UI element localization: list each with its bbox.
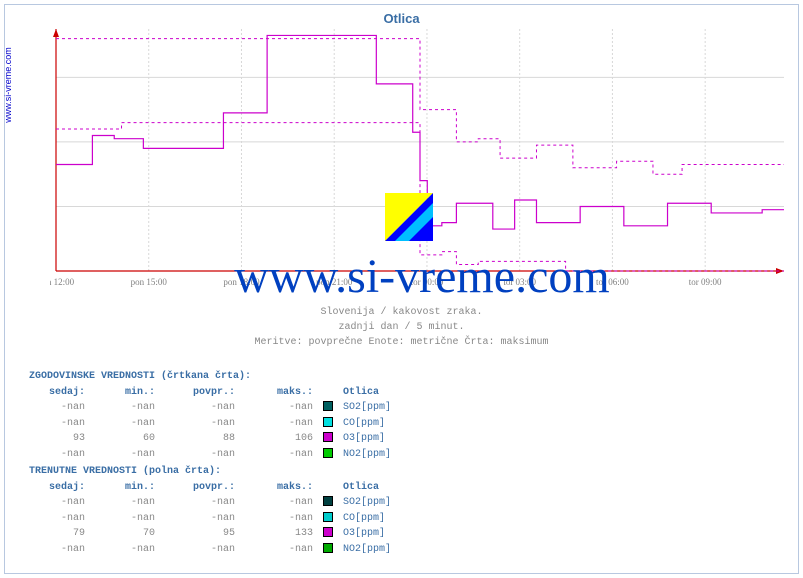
- col-header: maks.:: [239, 480, 317, 496]
- val-povpr: -nan: [159, 542, 239, 558]
- val-min: -nan: [89, 447, 159, 463]
- val-povpr: -nan: [159, 511, 239, 527]
- legend-block: ZGODOVINSKE VREDNOSTI (črtkana črta): se…: [29, 369, 395, 557]
- chart-plot-area: 60 80 100 120 pon 12:00 pon 15:00 pon 18:00 pon…: [50, 29, 792, 289]
- val-sedaj: 79: [29, 526, 89, 542]
- val-sedaj: -nan: [29, 542, 89, 558]
- val-sedaj: -nan: [29, 400, 89, 416]
- site-link-vertical[interactable]: www.si-vreme.com: [3, 25, 13, 145]
- col-header: povpr.:: [159, 385, 239, 401]
- series-swatch-icon: [323, 448, 333, 458]
- legend-row: 797095133 O3[ppm]: [29, 526, 395, 542]
- svg-text:pon 12:00: pon 12:00: [50, 277, 75, 287]
- legend-row: -nan-nan-nan-nanNO2[ppm]: [29, 447, 395, 463]
- val-min: -nan: [89, 400, 159, 416]
- col-header: min.:: [89, 385, 159, 401]
- col-header: Otlica: [339, 385, 395, 401]
- caption-line: zadnji dan / 5 minut.: [5, 320, 798, 335]
- svg-text:pon 18:00: pon 18:00: [223, 277, 260, 287]
- legend-hist-table: sedaj: min.: povpr.: maks.: Otlica -nan-…: [29, 385, 395, 463]
- val-maks: -nan: [239, 511, 317, 527]
- col-header: sedaj:: [29, 480, 89, 496]
- val-sedaj: -nan: [29, 511, 89, 527]
- chart-caption: Slovenija / kakovost zraka. zadnji dan /…: [5, 305, 798, 350]
- series-name: NO2[ppm]: [339, 542, 395, 558]
- col-header: sedaj:: [29, 385, 89, 401]
- legend-row: -nan-nan-nan-nanSO2[ppm]: [29, 400, 395, 416]
- svg-text:60: 60: [50, 266, 51, 276]
- val-maks: -nan: [239, 447, 317, 463]
- legend-row: -nan-nan-nan-nanCO[ppm]: [29, 416, 395, 432]
- series-name: SO2[ppm]: [339, 495, 395, 511]
- series-name: NO2[ppm]: [339, 447, 395, 463]
- series-swatch-icon: [323, 401, 333, 411]
- val-maks: -nan: [239, 495, 317, 511]
- series-swatch-icon: [323, 496, 333, 506]
- caption-line: Meritve: povprečne Enote: metrične Črta:…: [5, 335, 798, 350]
- val-maks: 133: [239, 526, 317, 542]
- chart-title: Otlica: [5, 11, 798, 26]
- series-swatch-icon: [323, 527, 333, 537]
- val-sedaj: -nan: [29, 416, 89, 432]
- val-sedaj: -nan: [29, 447, 89, 463]
- col-header: povpr.:: [159, 480, 239, 496]
- svg-text:tor 09:00: tor 09:00: [689, 277, 722, 287]
- svg-text:tor 03:00: tor 03:00: [503, 277, 536, 287]
- val-min: 60: [89, 431, 159, 447]
- val-sedaj: 93: [29, 431, 89, 447]
- val-min: -nan: [89, 495, 159, 511]
- legend-hist-title: ZGODOVINSKE VREDNOSTI (črtkana črta):: [29, 369, 395, 385]
- svg-text:pon 15:00: pon 15:00: [131, 277, 168, 287]
- svg-text:pon 21:00: pon 21:00: [316, 277, 353, 287]
- series-name: CO[ppm]: [339, 511, 395, 527]
- caption-line: Slovenija / kakovost zraka.: [5, 305, 798, 320]
- val-maks: -nan: [239, 416, 317, 432]
- val-maks: 106: [239, 431, 317, 447]
- val-maks: -nan: [239, 400, 317, 416]
- svg-text:tor 06:00: tor 06:00: [596, 277, 629, 287]
- val-povpr: 95: [159, 526, 239, 542]
- val-sedaj: -nan: [29, 495, 89, 511]
- col-header: maks.:: [239, 385, 317, 401]
- series-name: O3[ppm]: [339, 431, 395, 447]
- col-header: Otlica: [339, 480, 395, 496]
- val-min: 70: [89, 526, 159, 542]
- val-min: -nan: [89, 416, 159, 432]
- series-name: SO2[ppm]: [339, 400, 395, 416]
- legend-curr-title: TRENUTNE VREDNOSTI (polna črta):: [29, 464, 395, 480]
- legend-row: -nan-nan-nan-nanCO[ppm]: [29, 511, 395, 527]
- series-swatch-icon: [323, 432, 333, 442]
- svg-text:120: 120: [50, 72, 51, 82]
- series-name: CO[ppm]: [339, 416, 395, 432]
- val-povpr: -nan: [159, 400, 239, 416]
- val-min: -nan: [89, 542, 159, 558]
- legend-curr-table: sedaj: min.: povpr.: maks.: Otlica -nan-…: [29, 480, 395, 558]
- svg-text:tor 00:00: tor 00:00: [411, 277, 444, 287]
- val-povpr: -nan: [159, 447, 239, 463]
- series-swatch-icon: [323, 543, 333, 553]
- svg-text:100: 100: [50, 137, 51, 147]
- series-swatch-icon: [323, 512, 333, 522]
- val-povpr: 88: [159, 431, 239, 447]
- val-maks: -nan: [239, 542, 317, 558]
- legend-row: -nan-nan-nan-nanNO2[ppm]: [29, 542, 395, 558]
- legend-row: 936088106 O3[ppm]: [29, 431, 395, 447]
- val-povpr: -nan: [159, 495, 239, 511]
- series-name: O3[ppm]: [339, 526, 395, 542]
- series-swatch-icon: [323, 417, 333, 427]
- svg-text:80: 80: [50, 201, 51, 211]
- legend-row: -nan-nan-nan-nanSO2[ppm]: [29, 495, 395, 511]
- val-povpr: -nan: [159, 416, 239, 432]
- chart-frame: www.si-vreme.com Otlica 60 80 100 120 pon 12…: [4, 4, 799, 574]
- val-min: -nan: [89, 511, 159, 527]
- col-header: min.:: [89, 480, 159, 496]
